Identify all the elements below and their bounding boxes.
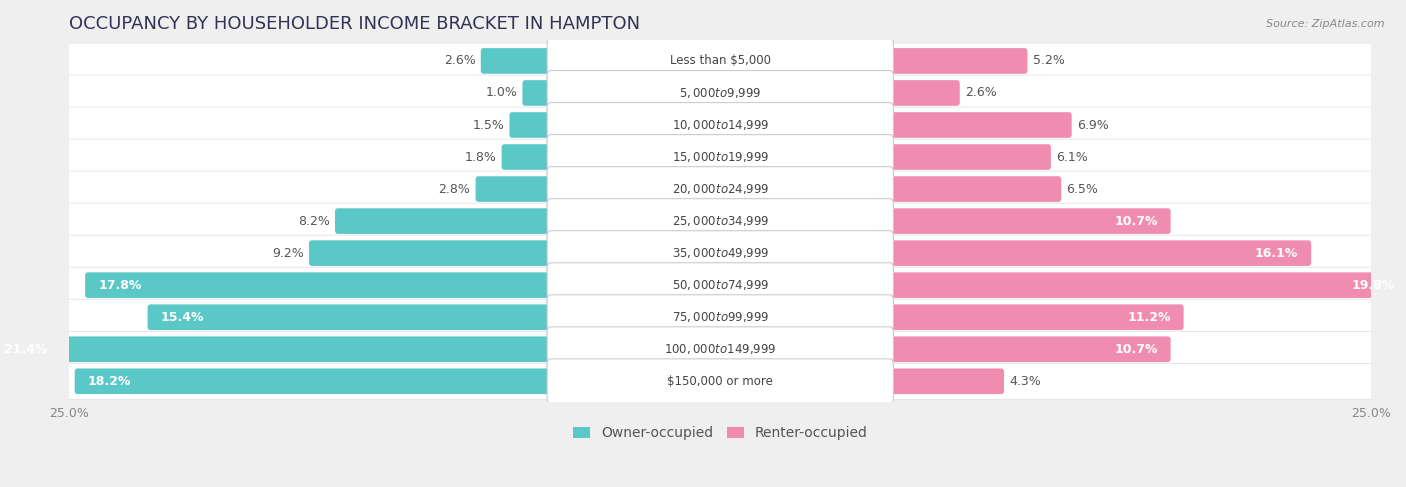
Text: 16.1%: 16.1% xyxy=(1254,246,1298,260)
FancyBboxPatch shape xyxy=(335,208,554,234)
FancyBboxPatch shape xyxy=(547,359,893,404)
Text: $150,000 or more: $150,000 or more xyxy=(668,375,773,388)
FancyBboxPatch shape xyxy=(66,43,1375,79)
Text: 10.7%: 10.7% xyxy=(1114,215,1157,227)
FancyBboxPatch shape xyxy=(547,327,893,372)
Text: $35,000 to $49,999: $35,000 to $49,999 xyxy=(672,246,769,260)
FancyBboxPatch shape xyxy=(547,199,893,244)
Text: 15.4%: 15.4% xyxy=(160,311,204,324)
FancyBboxPatch shape xyxy=(887,304,1184,330)
FancyBboxPatch shape xyxy=(502,144,554,170)
FancyBboxPatch shape xyxy=(66,300,1375,335)
FancyBboxPatch shape xyxy=(547,295,893,339)
Legend: Owner-occupied, Renter-occupied: Owner-occupied, Renter-occupied xyxy=(568,421,873,446)
Text: $20,000 to $24,999: $20,000 to $24,999 xyxy=(672,182,769,196)
FancyBboxPatch shape xyxy=(887,337,1171,362)
Text: 6.9%: 6.9% xyxy=(1077,118,1109,131)
FancyBboxPatch shape xyxy=(509,112,554,138)
Text: 10.7%: 10.7% xyxy=(1114,343,1157,356)
Text: 17.8%: 17.8% xyxy=(98,279,142,292)
Text: 21.4%: 21.4% xyxy=(4,343,48,356)
FancyBboxPatch shape xyxy=(481,48,554,74)
Text: 6.1%: 6.1% xyxy=(1056,150,1088,164)
FancyBboxPatch shape xyxy=(75,369,554,394)
FancyBboxPatch shape xyxy=(887,272,1406,298)
FancyBboxPatch shape xyxy=(547,71,893,115)
FancyBboxPatch shape xyxy=(887,144,1050,170)
Text: 4.3%: 4.3% xyxy=(1010,375,1040,388)
Text: $75,000 to $99,999: $75,000 to $99,999 xyxy=(672,310,769,324)
FancyBboxPatch shape xyxy=(547,38,893,83)
Text: 1.5%: 1.5% xyxy=(472,118,505,131)
FancyBboxPatch shape xyxy=(66,267,1375,303)
FancyBboxPatch shape xyxy=(475,176,554,202)
Text: 5.2%: 5.2% xyxy=(1032,55,1064,67)
FancyBboxPatch shape xyxy=(547,231,893,276)
FancyBboxPatch shape xyxy=(887,48,1028,74)
FancyBboxPatch shape xyxy=(0,337,554,362)
FancyBboxPatch shape xyxy=(66,331,1375,367)
FancyBboxPatch shape xyxy=(66,107,1375,143)
FancyBboxPatch shape xyxy=(547,263,893,308)
Text: 2.6%: 2.6% xyxy=(444,55,475,67)
FancyBboxPatch shape xyxy=(309,240,554,266)
Text: 18.2%: 18.2% xyxy=(87,375,131,388)
FancyBboxPatch shape xyxy=(887,208,1171,234)
Text: 8.2%: 8.2% xyxy=(298,215,330,227)
Text: 19.8%: 19.8% xyxy=(1351,279,1395,292)
Text: 6.5%: 6.5% xyxy=(1067,183,1098,196)
Text: Source: ZipAtlas.com: Source: ZipAtlas.com xyxy=(1267,19,1385,30)
Text: $50,000 to $74,999: $50,000 to $74,999 xyxy=(672,278,769,292)
FancyBboxPatch shape xyxy=(547,134,893,179)
Text: 2.6%: 2.6% xyxy=(965,87,997,99)
Text: $15,000 to $19,999: $15,000 to $19,999 xyxy=(672,150,769,164)
Text: $25,000 to $34,999: $25,000 to $34,999 xyxy=(672,214,769,228)
FancyBboxPatch shape xyxy=(547,103,893,148)
FancyBboxPatch shape xyxy=(148,304,554,330)
FancyBboxPatch shape xyxy=(66,363,1375,399)
FancyBboxPatch shape xyxy=(86,272,554,298)
Text: 1.8%: 1.8% xyxy=(464,150,496,164)
FancyBboxPatch shape xyxy=(887,240,1312,266)
FancyBboxPatch shape xyxy=(66,171,1375,207)
Text: 2.8%: 2.8% xyxy=(439,183,471,196)
FancyBboxPatch shape xyxy=(66,203,1375,239)
FancyBboxPatch shape xyxy=(66,75,1375,111)
FancyBboxPatch shape xyxy=(887,176,1062,202)
Text: $5,000 to $9,999: $5,000 to $9,999 xyxy=(679,86,762,100)
FancyBboxPatch shape xyxy=(523,80,554,106)
FancyBboxPatch shape xyxy=(887,112,1071,138)
Text: 1.0%: 1.0% xyxy=(485,87,517,99)
Text: $10,000 to $14,999: $10,000 to $14,999 xyxy=(672,118,769,132)
FancyBboxPatch shape xyxy=(66,139,1375,175)
FancyBboxPatch shape xyxy=(547,167,893,211)
Text: 9.2%: 9.2% xyxy=(271,246,304,260)
Text: 11.2%: 11.2% xyxy=(1128,311,1171,324)
Text: $100,000 to $149,999: $100,000 to $149,999 xyxy=(664,342,776,356)
FancyBboxPatch shape xyxy=(66,235,1375,271)
Text: OCCUPANCY BY HOUSEHOLDER INCOME BRACKET IN HAMPTON: OCCUPANCY BY HOUSEHOLDER INCOME BRACKET … xyxy=(69,15,641,33)
FancyBboxPatch shape xyxy=(887,80,960,106)
FancyBboxPatch shape xyxy=(887,369,1004,394)
Text: Less than $5,000: Less than $5,000 xyxy=(669,55,770,67)
